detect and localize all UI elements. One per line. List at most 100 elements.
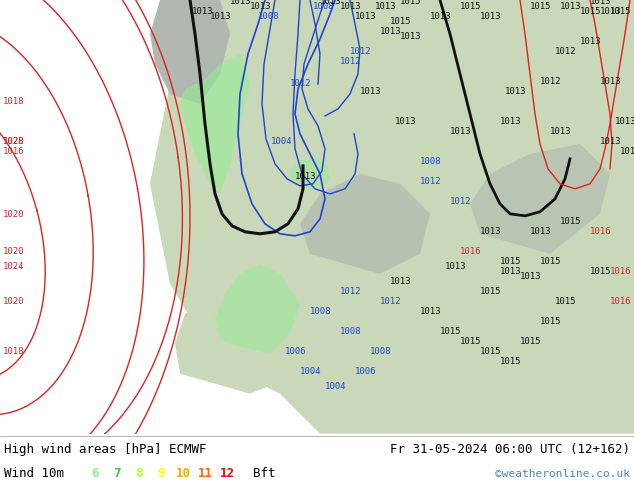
Text: Fr 31-05-2024 06:00 UTC (12+162): Fr 31-05-2024 06:00 UTC (12+162) <box>390 443 630 456</box>
Text: 8: 8 <box>135 467 143 480</box>
Text: 1006: 1006 <box>285 347 306 356</box>
Text: 1020: 1020 <box>3 247 25 256</box>
Text: 1016: 1016 <box>590 227 612 236</box>
Text: 1013: 1013 <box>370 0 392 2</box>
Text: 1015: 1015 <box>560 217 581 226</box>
Text: 1015: 1015 <box>580 7 602 16</box>
Text: 1004: 1004 <box>271 137 292 146</box>
Text: 1015: 1015 <box>590 267 612 276</box>
Text: 7: 7 <box>113 467 120 480</box>
Text: 1012: 1012 <box>350 47 372 56</box>
Text: 1028: 1028 <box>3 137 25 146</box>
Text: 1015: 1015 <box>480 347 501 356</box>
Text: 1013: 1013 <box>375 2 396 11</box>
Text: 9: 9 <box>157 467 165 480</box>
Text: ©weatheronline.co.uk: ©weatheronline.co.uk <box>495 469 630 479</box>
Text: 1015: 1015 <box>555 297 576 306</box>
Text: 1015: 1015 <box>610 7 631 16</box>
Text: 1013: 1013 <box>295 172 316 181</box>
Text: 1004: 1004 <box>325 382 347 391</box>
Text: 1008: 1008 <box>340 327 361 336</box>
Text: 1013: 1013 <box>230 0 252 6</box>
Text: 1016: 1016 <box>610 267 631 276</box>
Text: 1013: 1013 <box>600 137 621 146</box>
Text: 1016: 1016 <box>3 147 25 156</box>
Text: 1015: 1015 <box>400 0 422 6</box>
Text: 1013: 1013 <box>430 12 451 21</box>
Text: 1013: 1013 <box>360 87 382 96</box>
Text: 1012: 1012 <box>340 57 361 66</box>
Text: 1013: 1013 <box>340 2 361 11</box>
Polygon shape <box>180 54 250 194</box>
Text: 1018: 1018 <box>3 97 25 106</box>
Text: 1012: 1012 <box>540 77 562 86</box>
Text: 1013: 1013 <box>615 117 634 126</box>
Text: 1006: 1006 <box>355 367 377 376</box>
Text: 11: 11 <box>198 467 212 480</box>
Text: 1013: 1013 <box>395 117 417 126</box>
Text: 1020: 1020 <box>3 210 25 219</box>
Polygon shape <box>300 174 430 274</box>
Text: 1013: 1013 <box>380 27 401 36</box>
Text: 1013: 1013 <box>355 12 377 21</box>
Polygon shape <box>215 264 300 354</box>
Text: 1008: 1008 <box>258 12 280 21</box>
Text: 1013: 1013 <box>192 7 214 16</box>
Text: 1004: 1004 <box>300 367 321 376</box>
Text: 1008: 1008 <box>313 2 335 11</box>
Text: 1013: 1013 <box>480 227 501 236</box>
Text: 1015: 1015 <box>530 2 552 11</box>
Text: 1013: 1013 <box>520 272 541 281</box>
Text: 1013: 1013 <box>390 277 411 286</box>
Text: 1012: 1012 <box>450 197 472 206</box>
Polygon shape <box>175 294 310 393</box>
Text: 12: 12 <box>219 467 235 480</box>
Text: Wind 10m: Wind 10m <box>4 467 64 480</box>
Text: 1013: 1013 <box>250 2 271 11</box>
Text: Bft: Bft <box>253 467 276 480</box>
Text: 6: 6 <box>91 467 99 480</box>
Text: 1020: 1020 <box>3 297 25 306</box>
Text: 1012: 1012 <box>340 287 361 296</box>
Text: 1015: 1015 <box>540 257 562 266</box>
Text: 1013: 1013 <box>450 127 472 136</box>
Text: 1013: 1013 <box>530 227 552 236</box>
Text: 1016: 1016 <box>610 297 631 306</box>
Text: 1013: 1013 <box>400 32 422 41</box>
Text: 1013: 1013 <box>560 2 581 11</box>
Text: 1013: 1013 <box>505 87 526 96</box>
Polygon shape <box>200 0 420 174</box>
Text: 1013: 1013 <box>550 127 571 136</box>
Text: 1008: 1008 <box>370 347 392 356</box>
Text: 1013: 1013 <box>445 262 467 271</box>
Text: 1012: 1012 <box>395 0 417 2</box>
Text: 1013: 1013 <box>580 37 602 46</box>
Text: 1013: 1013 <box>320 0 342 6</box>
Text: 1013: 1013 <box>480 12 501 21</box>
Text: 1013: 1013 <box>500 117 522 126</box>
Text: 1015: 1015 <box>390 17 411 26</box>
Text: 1012: 1012 <box>420 177 441 186</box>
Text: 1015: 1015 <box>520 337 541 346</box>
Text: 1013: 1013 <box>600 7 621 16</box>
Text: 1015: 1015 <box>440 327 462 336</box>
Polygon shape <box>150 0 634 434</box>
Text: 1028: 1028 <box>3 137 25 146</box>
Text: 1008: 1008 <box>420 157 441 166</box>
Text: 1015: 1015 <box>480 287 501 296</box>
Text: 1013: 1013 <box>500 267 522 276</box>
Text: 1018: 1018 <box>3 347 25 356</box>
Text: 1015: 1015 <box>500 357 522 366</box>
Text: 1013: 1013 <box>420 307 441 316</box>
Text: 1013: 1013 <box>600 77 621 86</box>
Text: 1008: 1008 <box>310 307 332 316</box>
Text: 1016: 1016 <box>460 247 481 256</box>
Text: High wind areas [hPa] ECMWF: High wind areas [hPa] ECMWF <box>4 443 207 456</box>
Polygon shape <box>470 144 610 254</box>
Text: 1015: 1015 <box>460 2 481 11</box>
Text: 1013: 1013 <box>590 0 612 6</box>
Text: 1012: 1012 <box>290 79 311 88</box>
Text: 1012: 1012 <box>555 47 576 56</box>
Text: 1015: 1015 <box>540 317 562 326</box>
Text: 1012: 1012 <box>420 0 441 2</box>
